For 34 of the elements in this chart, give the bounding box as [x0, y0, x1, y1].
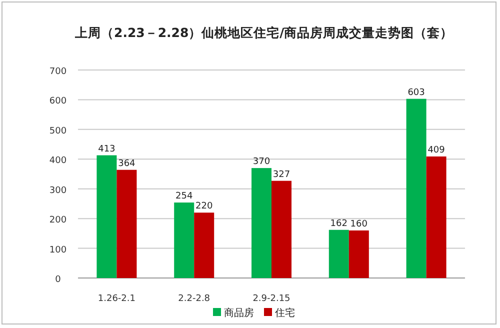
bar — [328, 230, 349, 278]
legend-label: 住宅 — [275, 307, 295, 319]
y-tick-label: 500 — [49, 126, 67, 136]
x-tick-label: 1.26-2.1 — [98, 294, 136, 304]
x-tick-label: 2.2-2.8 — [178, 294, 210, 304]
bar — [426, 156, 446, 278]
data-label: 327 — [272, 170, 290, 180]
data-label: 160 — [350, 219, 368, 230]
chart-title: 上周（2.23－2.28）仙桃地区住宅/商品房周成交量走势图（套） — [74, 25, 454, 40]
bar — [194, 212, 214, 278]
data-label: 413 — [98, 144, 116, 154]
bar — [174, 202, 194, 278]
data-label: 254 — [176, 192, 193, 202]
data-label: 364 — [118, 158, 136, 169]
bar — [272, 180, 292, 278]
bar — [406, 98, 426, 278]
y-tick-label: 600 — [49, 96, 67, 107]
y-tick-label: 0 — [55, 275, 62, 285]
x-tick-label: 2.9-2.15 — [252, 294, 290, 304]
y-tick-label: 400 — [49, 156, 67, 166]
data-label: 603 — [408, 88, 425, 98]
y-tick-label: 300 — [49, 186, 67, 196]
bar — [348, 230, 369, 278]
bar — [252, 168, 272, 278]
data-label: 409 — [428, 145, 446, 156]
y-tick-label: 200 — [49, 216, 67, 226]
bar — [116, 170, 137, 278]
data-label: 370 — [252, 157, 270, 168]
data-label: 220 — [196, 202, 213, 212]
y-tick-label: 700 — [49, 67, 67, 77]
data-label: 162 — [330, 218, 348, 229]
bar — [96, 155, 117, 278]
y-tick-label: 100 — [49, 245, 67, 256]
legend-label: 商品房 — [224, 307, 254, 319]
